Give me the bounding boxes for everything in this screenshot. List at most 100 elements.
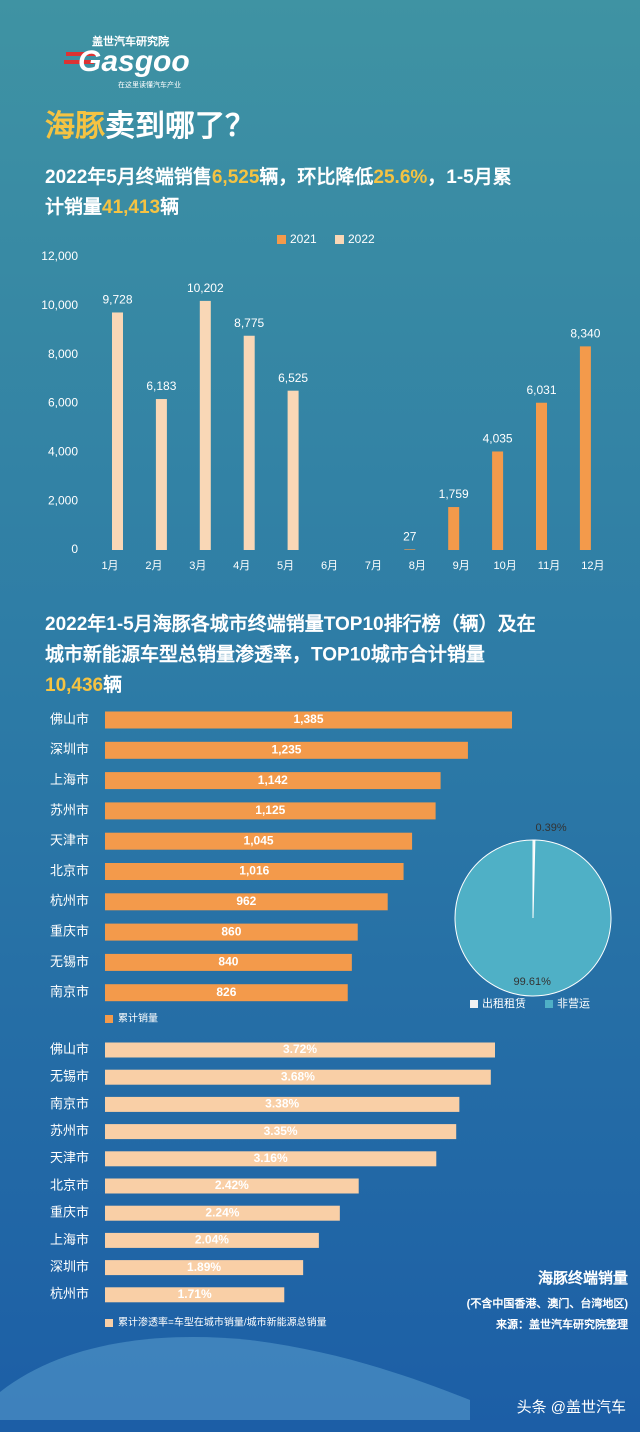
- data-label: 1,142: [258, 773, 288, 787]
- data-label: 1,125: [255, 803, 285, 817]
- chart-title: 10,436辆: [45, 673, 122, 696]
- x-tick-label: 5月: [277, 560, 294, 572]
- y-tick-label: 无锡市: [50, 954, 89, 969]
- chart-title-part: 10,436: [45, 675, 103, 696]
- y-tick-label: 杭州市: [50, 893, 89, 908]
- page-subtitle-part: 6,525: [212, 167, 260, 188]
- y-tick-label: 天津市: [50, 833, 89, 848]
- page-subtitle-part: 辆，环比降低: [259, 165, 373, 188]
- legend-label: 累计渗透率=车型在城市销量/城市新能源总销量: [118, 1316, 327, 1329]
- data-label: 2.42%: [215, 1178, 249, 1192]
- data-label: 1,235: [271, 742, 301, 756]
- x-tick-label: 2月: [145, 560, 162, 572]
- legend-swatch: [105, 1015, 113, 1023]
- x-tick-label: 7月: [365, 560, 382, 572]
- y-tick-label: 重庆市: [50, 1205, 89, 1220]
- bar: [105, 1260, 304, 1276]
- data-label: 3.16%: [254, 1151, 288, 1165]
- x-tick-label: 12月: [581, 560, 604, 572]
- y-tick-label: 0: [71, 542, 78, 556]
- data-label: 962: [236, 894, 256, 908]
- pie-slice: [454, 839, 612, 997]
- data-label: 840: [218, 955, 238, 969]
- page-title-part: 海豚: [45, 110, 105, 143]
- data-label: 860: [221, 924, 241, 938]
- bar: [105, 984, 348, 1002]
- y-tick-label: 10,000: [41, 298, 78, 312]
- bar: [105, 1042, 495, 1058]
- y-tick-label: 深圳市: [50, 1259, 89, 1274]
- legend-swatch: [277, 235, 286, 244]
- y-tick-label: 佛山市: [50, 711, 89, 726]
- bar: [105, 772, 441, 790]
- bar: [105, 1287, 285, 1303]
- page-subtitle-part: 41,413: [102, 197, 160, 218]
- data-label: 4,035: [483, 432, 513, 446]
- data-label: 1,385: [293, 712, 323, 726]
- legend-label: 2021: [290, 232, 317, 246]
- bar: [105, 1232, 319, 1248]
- bar: [105, 1124, 457, 1140]
- legend-swatch: [545, 1000, 553, 1008]
- data-label: 6,525: [278, 371, 308, 385]
- bar: [105, 802, 436, 820]
- y-tick-label: 苏州市: [50, 802, 89, 817]
- watermark: 头条 @盖世汽车: [517, 1399, 626, 1416]
- data-label: 1,759: [439, 487, 469, 501]
- bar: [448, 507, 460, 550]
- bar: [199, 300, 211, 550]
- page-subtitle-part: ，1-5月累: [427, 166, 511, 188]
- bar: [287, 390, 299, 550]
- x-tick-label: 9月: [453, 560, 470, 572]
- y-tick-label: 天津市: [50, 1150, 89, 1165]
- page-subtitle-part: 25.6%: [373, 167, 427, 188]
- y-tick-label: 北京市: [50, 1177, 89, 1192]
- bar: [155, 399, 167, 550]
- data-label: 2.04%: [195, 1233, 229, 1247]
- data-label: 2.24%: [205, 1205, 239, 1219]
- page-title-part: 卖到哪了？: [105, 110, 255, 143]
- bar: [105, 923, 358, 941]
- data-label: 27: [403, 530, 417, 544]
- y-tick-label: 北京市: [50, 863, 89, 878]
- legend-label: 2022: [348, 232, 375, 246]
- logo-stripe: [66, 52, 96, 56]
- y-tick-label: 南京市: [50, 1096, 89, 1111]
- bar: [105, 741, 468, 759]
- data-label: 9,728: [102, 293, 132, 307]
- data-label: 6,183: [146, 379, 176, 393]
- data-label: 3.72%: [283, 1042, 317, 1056]
- page-subtitle: 计销量41,413辆: [45, 195, 179, 218]
- chart-title-part: 2022年1-5月海豚各城市终端销量TOP10排行榜（辆）及在: [45, 612, 536, 635]
- data-label: 1.89%: [187, 1260, 221, 1274]
- x-tick-label: 1月: [101, 560, 118, 572]
- data-label: 1.71%: [178, 1287, 212, 1301]
- x-tick-label: 11月: [538, 560, 560, 572]
- legend-swatch: [335, 235, 344, 244]
- bar: [105, 893, 388, 911]
- y-tick-label: 12,000: [41, 249, 78, 263]
- logo-stripe: [64, 60, 94, 64]
- y-tick-label: 杭州市: [50, 1286, 89, 1301]
- bar: [243, 335, 255, 550]
- y-tick-label: 南京市: [50, 984, 89, 999]
- data-label: 3.35%: [264, 1124, 298, 1138]
- data-label: 3.38%: [265, 1097, 299, 1111]
- y-tick-label: 无锡市: [50, 1069, 89, 1084]
- car-silhouette: [0, 1337, 470, 1420]
- bar: [105, 863, 404, 880]
- page-subtitle-part: 计销量: [45, 195, 102, 218]
- legend-swatch: [105, 1319, 113, 1327]
- y-tick-label: 上海市: [50, 1232, 89, 1247]
- chart-title: 城市新能源车型总销量渗透率，TOP10城市合计销量: [45, 643, 485, 666]
- source: 来源：盖世汽车研究院整理: [495, 1317, 628, 1331]
- y-tick-label: 苏州市: [50, 1123, 89, 1138]
- page-subtitle-part: 辆: [160, 195, 179, 218]
- data-label: 1,016: [239, 864, 269, 878]
- y-tick-label: 重庆市: [50, 924, 89, 939]
- y-tick-label: 8,000: [48, 347, 78, 361]
- data-label: 1,045: [244, 833, 274, 847]
- page-subtitle: 2022年5月终端销售6,525辆，环比降低25.6%，1-5月累: [45, 165, 512, 188]
